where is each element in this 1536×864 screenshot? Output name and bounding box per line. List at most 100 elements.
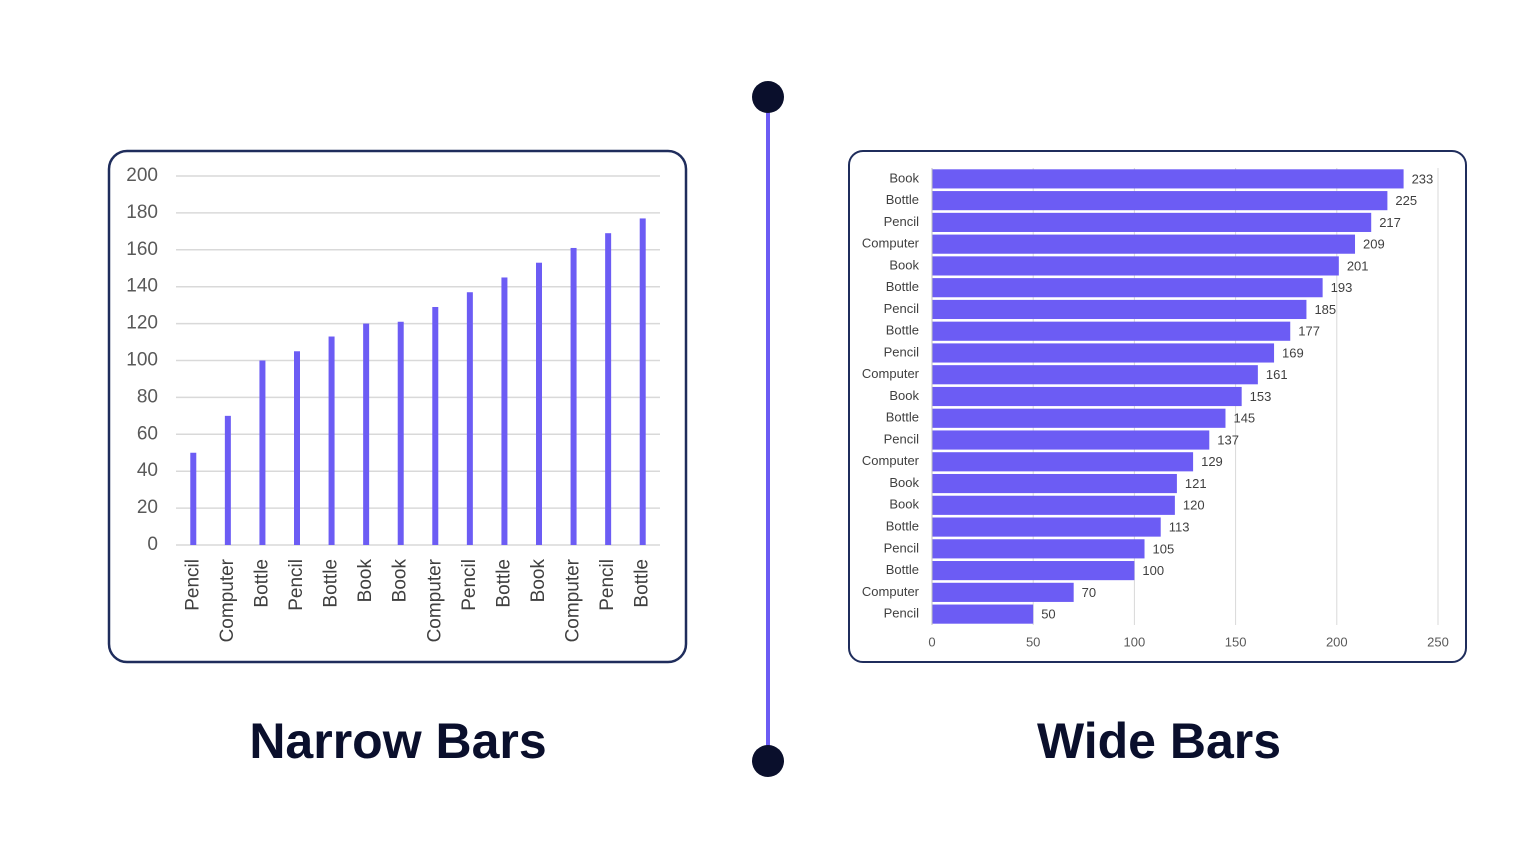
y-tick-label: Book xyxy=(889,497,919,512)
x-tick-label: 150 xyxy=(1225,634,1247,649)
y-tick-label: Bottle xyxy=(886,562,919,577)
bar xyxy=(932,256,1339,276)
bar xyxy=(432,306,439,545)
x-tick-label: Book xyxy=(355,559,376,603)
x-tick-label: Bottle xyxy=(321,559,342,608)
bar xyxy=(639,218,646,545)
bar xyxy=(932,473,1177,494)
y-tick-label: Pencil xyxy=(884,431,920,446)
bar xyxy=(224,415,231,545)
x-tick-label: Bottle xyxy=(493,559,514,608)
data-label: 169 xyxy=(1282,345,1304,360)
bar xyxy=(932,365,1258,385)
bar xyxy=(932,452,1194,472)
y-tick-label: Computer xyxy=(862,453,920,468)
data-label: 177 xyxy=(1298,324,1320,339)
bar xyxy=(259,360,266,545)
y-tick-label: Pencil xyxy=(884,606,920,621)
data-label: 193 xyxy=(1331,280,1353,295)
y-tick-label: 120 xyxy=(126,313,158,334)
data-label: 129 xyxy=(1201,454,1223,469)
data-label: 217 xyxy=(1379,215,1401,230)
y-tick-label: 200 xyxy=(126,165,158,186)
bar xyxy=(932,386,1242,407)
bar xyxy=(932,430,1210,450)
x-tick-label: Pencil xyxy=(182,559,203,611)
divider-dot xyxy=(752,745,784,777)
x-tick-label: Computer xyxy=(217,558,238,642)
data-label: 121 xyxy=(1185,476,1207,491)
y-tick-label: Book xyxy=(889,257,919,272)
y-tick-label: 180 xyxy=(126,202,158,223)
bar xyxy=(932,212,1372,232)
y-tick-label: Book xyxy=(889,170,919,185)
x-tick-label: 50 xyxy=(1026,634,1040,649)
bar xyxy=(932,321,1291,341)
bar xyxy=(932,169,1404,189)
x-tick-label: Bottle xyxy=(632,559,653,608)
y-tick-label: 60 xyxy=(137,423,158,444)
y-tick-label: Bottle xyxy=(886,519,919,534)
bar xyxy=(932,278,1323,298)
x-tick-label: 0 xyxy=(928,634,935,649)
y-tick-label: Pencil xyxy=(884,301,920,316)
x-tick-label: 250 xyxy=(1427,634,1449,649)
x-tick-label: Book xyxy=(528,559,549,603)
data-label: 233 xyxy=(1412,171,1434,186)
bar xyxy=(932,408,1226,428)
y-tick-label: Computer xyxy=(862,584,920,599)
data-label: 100 xyxy=(1142,563,1164,578)
y-tick-label: Book xyxy=(889,475,919,490)
bar xyxy=(932,604,1034,624)
x-tick-label: Computer xyxy=(563,558,584,642)
y-tick-label: Computer xyxy=(862,366,920,381)
bar xyxy=(932,517,1161,537)
data-label: 153 xyxy=(1250,389,1272,404)
divider-dot xyxy=(752,81,784,113)
data-label: 113 xyxy=(1169,520,1190,535)
data-label: 70 xyxy=(1082,585,1096,600)
y-tick-label: 40 xyxy=(137,460,158,481)
data-label: 201 xyxy=(1347,258,1369,273)
bar xyxy=(466,292,473,545)
y-tick-label: 140 xyxy=(126,276,158,297)
y-tick-label: 100 xyxy=(126,350,158,371)
bar xyxy=(932,343,1275,363)
data-label: 145 xyxy=(1233,411,1255,426)
y-tick-label: 80 xyxy=(137,386,158,407)
x-tick-label: Pencil xyxy=(597,559,618,611)
caption: Narrow Bars xyxy=(249,713,546,769)
data-label: 120 xyxy=(1183,498,1205,513)
y-tick-label: Bottle xyxy=(886,323,919,338)
y-tick-label: Computer xyxy=(862,236,920,251)
bar xyxy=(932,561,1135,581)
y-tick-label: Bottle xyxy=(886,192,919,207)
bar xyxy=(190,452,197,545)
caption: Wide Bars xyxy=(1037,713,1281,769)
bar xyxy=(932,234,1356,254)
bar xyxy=(294,351,300,545)
x-tick-label: 200 xyxy=(1326,634,1348,649)
bar xyxy=(570,247,577,545)
y-tick-label: Pencil xyxy=(884,344,920,359)
x-tick-label: Pencil xyxy=(286,559,307,611)
bar xyxy=(932,299,1307,320)
bar xyxy=(501,277,508,545)
bar xyxy=(932,191,1388,211)
bar xyxy=(363,323,370,545)
y-tick-label: 160 xyxy=(126,239,158,260)
x-tick-label: Book xyxy=(390,559,411,603)
x-tick-label: 100 xyxy=(1124,634,1146,649)
bar xyxy=(605,233,612,545)
y-tick-label: 20 xyxy=(137,497,158,518)
data-label: 209 xyxy=(1363,237,1385,252)
x-tick-label: Bottle xyxy=(251,559,272,608)
bar xyxy=(932,495,1175,515)
y-tick-label: Book xyxy=(889,388,919,403)
y-tick-label: 0 xyxy=(147,534,158,555)
bar xyxy=(397,321,404,545)
data-label: 50 xyxy=(1041,607,1055,622)
x-tick-label: Computer xyxy=(424,558,445,642)
